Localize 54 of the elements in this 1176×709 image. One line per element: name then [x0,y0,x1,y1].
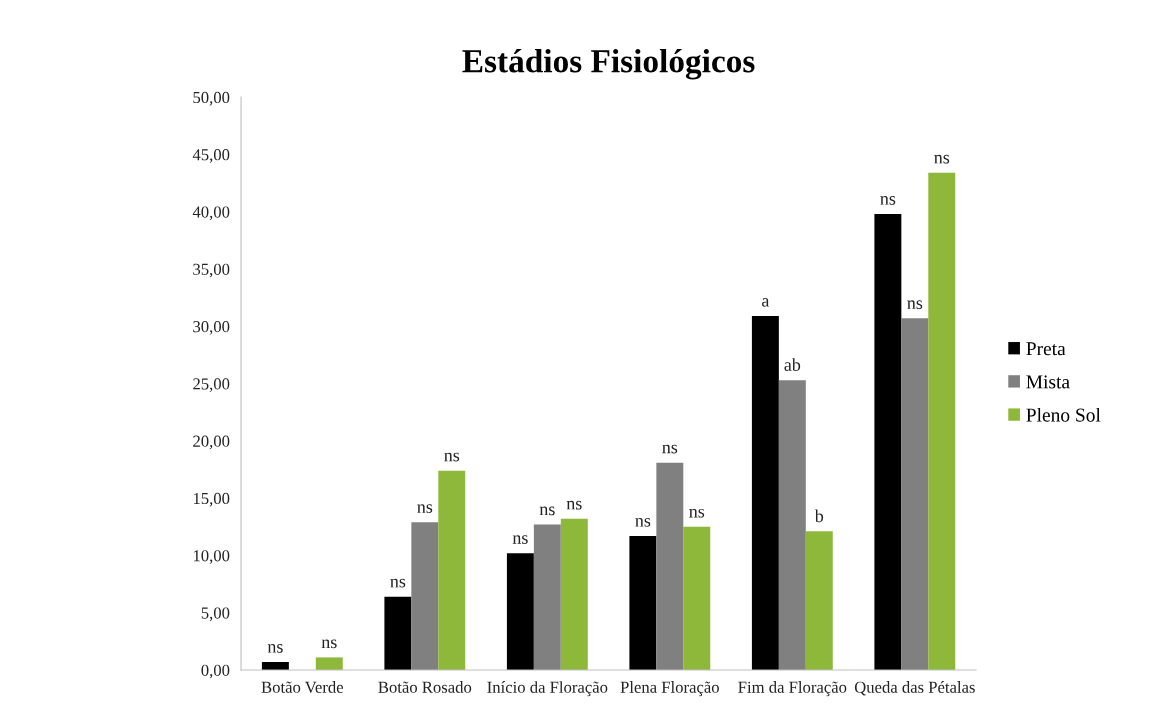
data-label: ns [417,504,433,513]
bar [751,315,779,670]
data-label: b [814,509,824,523]
bar [411,522,439,670]
y-tick-label: 10,00 [193,550,230,564]
legend-label: Pleno Sol [1026,407,1101,422]
bar [384,596,412,670]
data-label: ab [784,358,801,371]
y-tick-label: 35,00 [193,263,230,278]
x-tick-label: Fim da Floração [738,681,847,697]
data-label: ns [907,300,923,310]
bar [683,526,711,670]
bar [901,318,929,670]
y-tick-label: 20,00 [193,435,230,450]
legend-label: Mista [1026,375,1070,389]
y-tick-label: 30,00 [193,320,230,335]
bar [928,172,956,670]
bar [315,657,343,670]
chart-title: Estádios Fisiológicos [462,48,755,80]
data-label: ns [512,535,528,544]
data-label: ns [444,452,460,462]
y-tick-label: 15,00 [193,492,230,507]
bar [656,462,684,670]
y-tick-label: 0,00 [201,664,230,679]
x-tick-label: Início da Floração [487,681,608,697]
y-tick-label: 25,00 [193,378,230,392]
bar [629,535,657,670]
data-label: ns [934,154,950,164]
bar [438,470,466,670]
bar [533,524,561,670]
x-tick-label: Botão Verde [261,681,344,693]
bar [506,553,534,670]
data-label: ns [539,506,555,516]
bar [874,214,902,670]
x-tick-label: Queda das Pétalas [854,681,975,696]
data-label: ns [566,500,582,510]
bar [778,380,806,670]
bar [560,518,588,670]
bar [805,531,833,670]
data-label: a [762,298,770,307]
data-label: ns [267,644,283,653]
x-tick-label: Botão Rosado [378,681,472,693]
legend-label: Preta [1026,342,1066,356]
data-label: ns [880,196,896,205]
y-tick-label: 40,00 [192,206,230,221]
y-tick-label: 50,00 [193,91,230,106]
data-label: ns [390,578,406,588]
x-tick-label: Plena Floração [620,681,719,697]
y-tick-label: 45,00 [192,149,230,163]
y-tick-label: 5,00 [201,607,230,622]
data-label: ns [635,518,651,527]
data-label: ns [689,508,705,518]
data-label: ns [662,444,678,454]
data-label: ns [321,639,337,649]
